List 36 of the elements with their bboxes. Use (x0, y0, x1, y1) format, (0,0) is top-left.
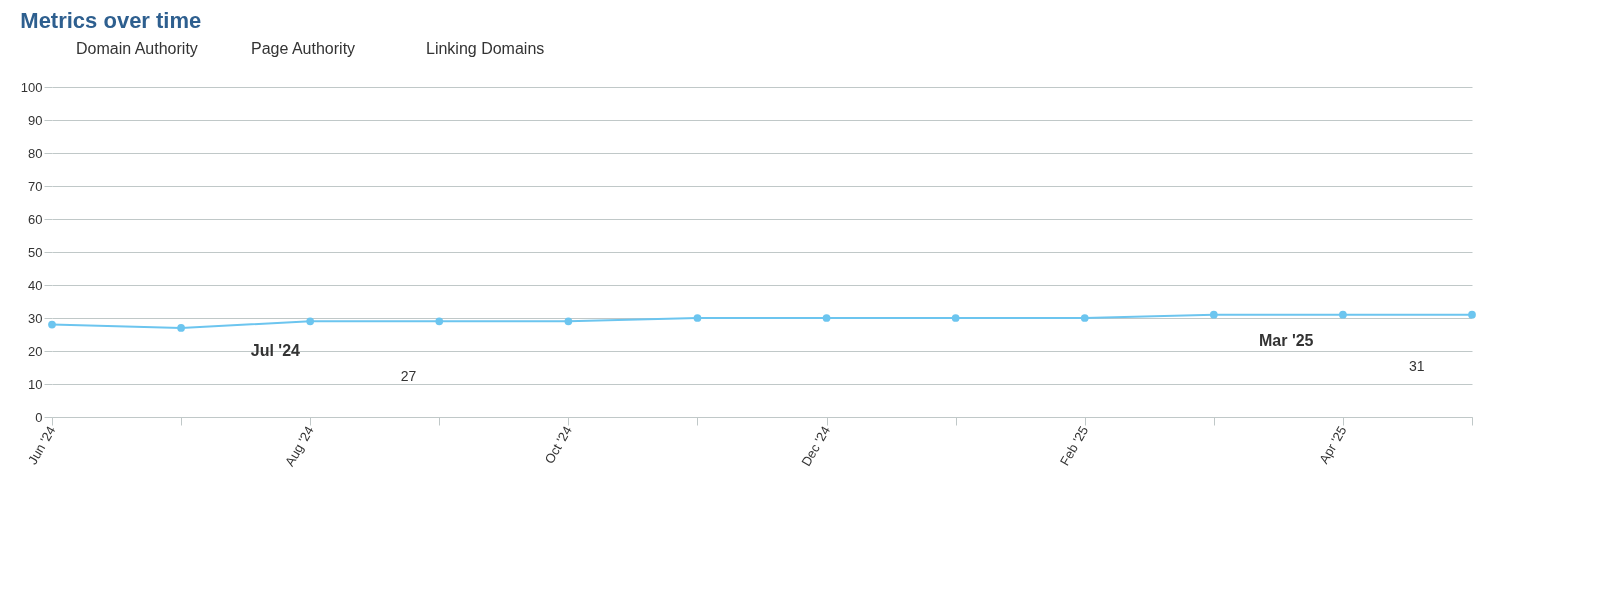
text: Domain Authority (76, 40, 198, 57)
text: Page Authority (251, 40, 356, 57)
annotation: 27 (400, 368, 417, 384)
annotation: Mar '25 (1259, 332, 1314, 350)
point (951, 314, 960, 322)
point (177, 324, 185, 332)
point (1468, 310, 1476, 319)
y-tick-label: 90 (28, 112, 43, 128)
y-tick-label: 40 (28, 277, 43, 293)
x-tick-label: Apr '25 (1316, 423, 1350, 467)
y-tick-label: 50 (28, 244, 43, 260)
y-tick-label: 100 (20, 79, 43, 95)
y-tick-label: 30 (28, 310, 43, 326)
y-tick-label: 70 (28, 178, 43, 194)
chart-title: Metrics over time (20, 8, 202, 33)
y-tick-label: 0 (35, 409, 43, 425)
x-tick-label: Jun '24 (24, 423, 59, 467)
point (693, 314, 702, 322)
point (1209, 310, 1218, 319)
annotation: 31 (1409, 358, 1425, 375)
point (435, 317, 444, 326)
point (306, 317, 315, 326)
y-tick-label: 80 (28, 145, 43, 161)
x-tick-label: Feb '25 (1056, 423, 1092, 469)
x-tick-label: Dec '24 (798, 423, 834, 469)
text: Linking Domains (426, 40, 545, 57)
x-tick-label: Oct '24 (541, 423, 575, 467)
point (564, 317, 573, 326)
point (1339, 310, 1347, 319)
y-tick-label: 10 (28, 376, 43, 392)
annotation: Jul '24 (250, 342, 301, 359)
y-tick-label: 60 (28, 211, 43, 227)
point (1080, 314, 1089, 322)
point (822, 314, 831, 322)
point (48, 320, 56, 329)
y-tick-label: 20 (28, 343, 43, 359)
